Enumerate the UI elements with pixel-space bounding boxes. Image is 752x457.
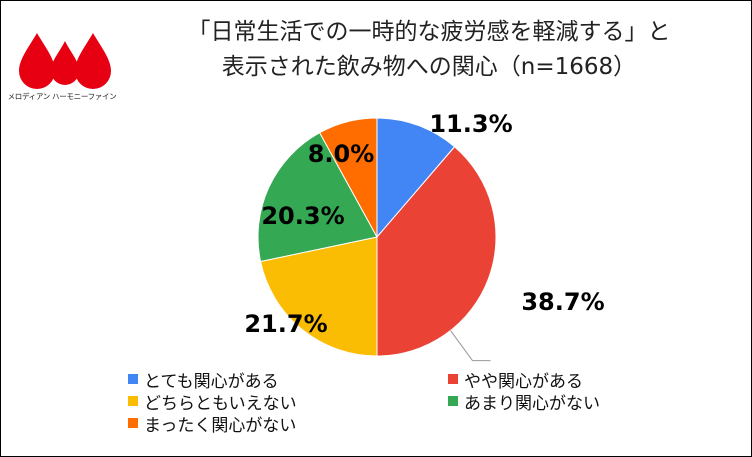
legend-label-5: まったく関心がない [144, 415, 297, 436]
chart-title-line-2: 表示された飲み物への関心（n=1668） [221, 54, 637, 80]
pie-slice-2 [376, 146, 497, 357]
legend-label-3: どちらともいえない [144, 393, 297, 414]
brand-logo-text: メロディアン ハーモニーファイン [7, 92, 117, 101]
chart-title-line-1: 「日常生活での一時的な疲労感を軽減する」と [187, 19, 671, 45]
legend-item-5: まったく関心がない [128, 413, 297, 436]
legend-item-1: とても関心がある [128, 369, 279, 392]
legend-swatch-2 [448, 374, 458, 384]
legend-item-2: やや関心がある [448, 369, 583, 392]
legend-label-1: とても関心がある [144, 371, 279, 392]
legend-label-4: あまり関心がない [464, 393, 600, 414]
brand-logo [15, 29, 115, 109]
pie-slice-3 [259, 236, 378, 357]
legend-item-3: どちらともいえない [128, 391, 297, 414]
data-label-4: 20.3% [261, 202, 344, 230]
leader-line-2 [450, 330, 491, 362]
data-label-3: 21.7% [244, 310, 327, 338]
data-label-5: 8.0% [308, 140, 375, 168]
legend-item-4: あまり関心がない [448, 391, 600, 414]
legend-swatch-3 [128, 396, 138, 406]
legend-label-2: やや関心がある [464, 371, 583, 392]
legend-swatch-5 [128, 418, 138, 428]
data-label-2: 38.7% [521, 288, 604, 316]
pie-slice-4 [257, 132, 378, 263]
pie-slice-5 [318, 117, 378, 238]
logo-drops-icon [19, 33, 111, 89]
legend-swatch-1 [128, 374, 138, 384]
legend-swatch-4 [448, 396, 458, 406]
chart-title: 「日常生活での一時的な疲労感を軽減する」と 表示された飲み物への関心（n=166… [129, 15, 729, 85]
data-label-1: 11.3% [429, 110, 512, 138]
pie-slice-1 [376, 117, 456, 239]
